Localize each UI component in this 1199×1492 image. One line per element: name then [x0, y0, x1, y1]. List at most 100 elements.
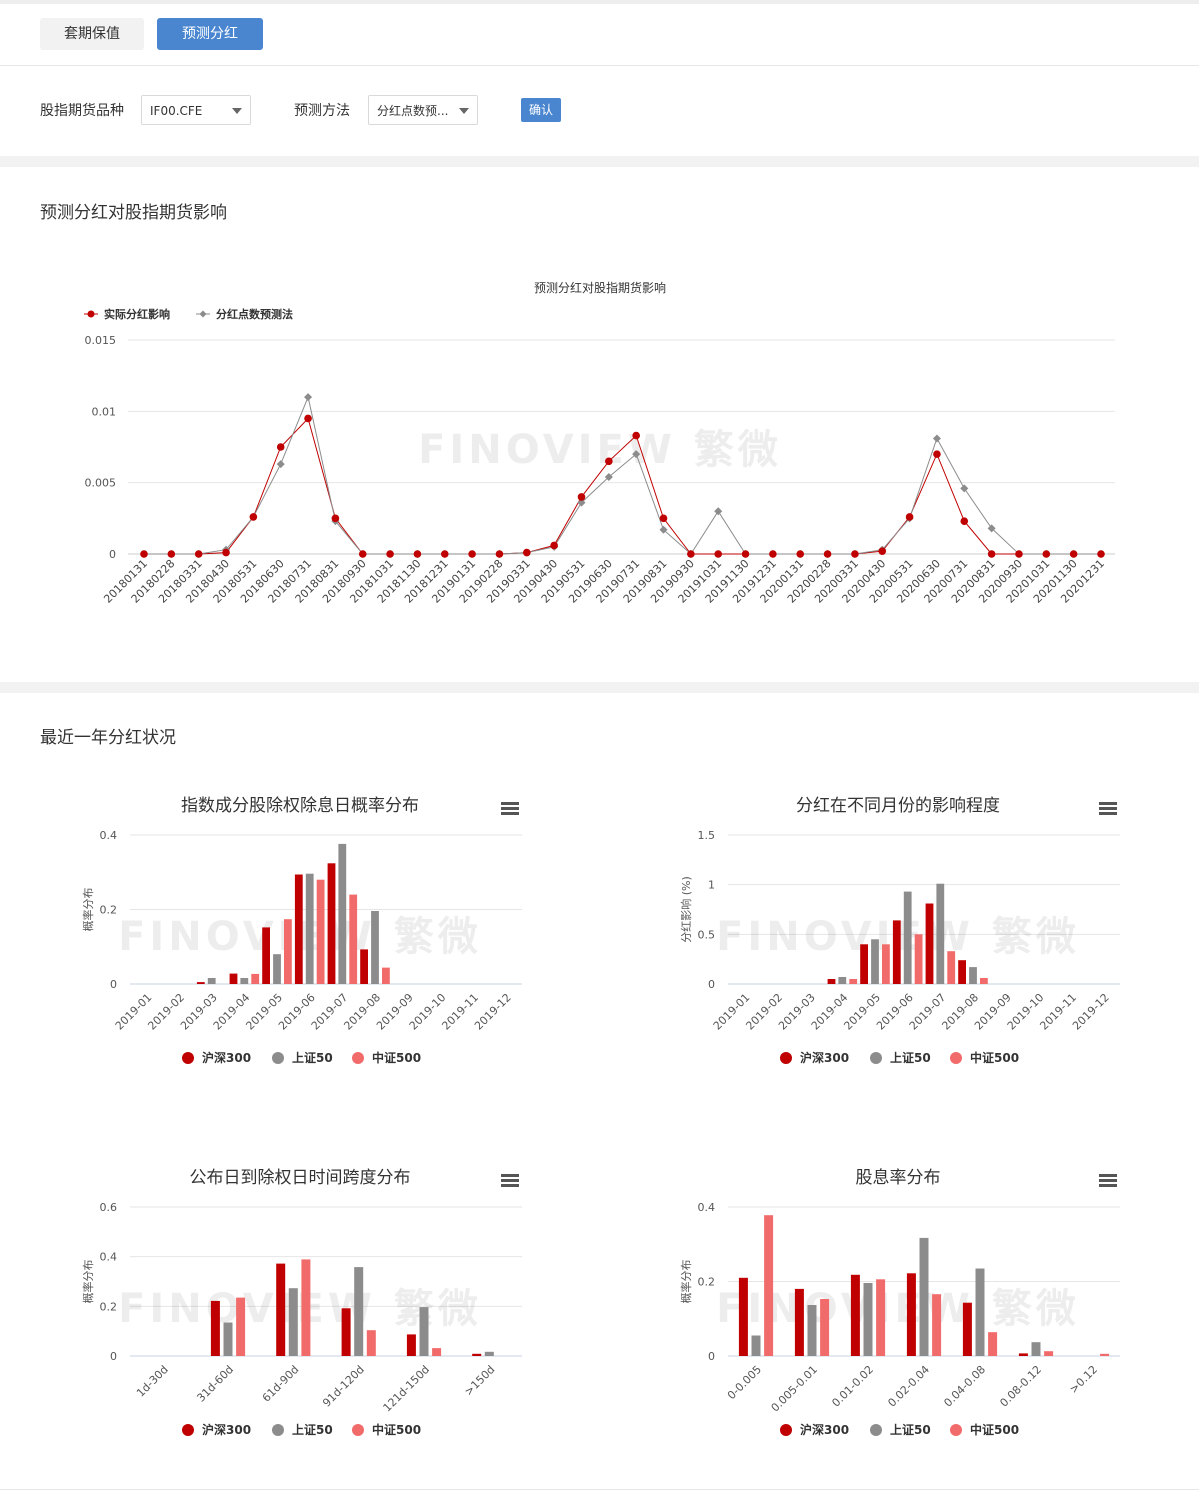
bar	[349, 894, 358, 984]
menu-icon-bar	[501, 812, 519, 815]
legend-label: 上证50	[292, 1050, 333, 1065]
legend-item-0[interactable]: 沪深300	[182, 1050, 251, 1065]
y-tick-label: 0.4	[100, 829, 118, 842]
legend-item-0[interactable]: 沪深300	[182, 1422, 251, 1437]
section-separator	[0, 156, 1199, 167]
legend-label: 沪深300	[800, 1050, 849, 1065]
menu-icon[interactable]	[501, 1174, 519, 1187]
data-point-forecast	[577, 498, 586, 507]
y-tick-label: 0	[110, 1350, 117, 1363]
bar	[360, 949, 368, 984]
bar	[849, 979, 858, 984]
tab-dividend-forecast[interactable]: 预测分红	[157, 18, 263, 50]
bar	[838, 977, 847, 984]
legend-marker	[780, 1424, 792, 1436]
bar	[807, 1305, 817, 1356]
data-point-forecast	[714, 507, 723, 516]
legend-item-1[interactable]: 上证50	[272, 1050, 333, 1065]
bar	[288, 1288, 298, 1356]
data-point-actual	[1015, 550, 1023, 558]
data-point-actual	[140, 550, 148, 558]
y-tick-label: 0	[708, 1350, 715, 1363]
legend-item-1[interactable]: 上证50	[272, 1422, 333, 1437]
section-separator	[0, 682, 1199, 693]
legend-label: 中证500	[970, 1050, 1019, 1065]
legend-label: 实际分红影响	[104, 307, 170, 321]
bar	[382, 967, 390, 984]
data-point-actual	[413, 550, 422, 558]
legend-marker	[950, 1424, 962, 1436]
y-tick-label: 1	[708, 879, 715, 892]
menu-icon-bar	[1099, 1179, 1117, 1182]
menu-icon-bar	[501, 807, 519, 810]
data-point-actual	[358, 550, 367, 558]
data-point-actual	[714, 550, 722, 558]
legend-item-1[interactable]: 上证50	[870, 1422, 931, 1437]
y-axis-label: 分红影响 (%)	[680, 876, 693, 943]
menu-icon-bar	[501, 1174, 519, 1177]
legend-item-2[interactable]: 中证500	[352, 1050, 421, 1065]
data-point-actual	[304, 414, 312, 423]
bar	[919, 1237, 929, 1356]
chart-title: 股息率分布	[856, 1168, 941, 1188]
x-tick-label: 0.04-0.08	[941, 1363, 988, 1410]
bar	[892, 920, 901, 984]
bar	[472, 1353, 482, 1356]
menu-icon-bar	[1099, 1184, 1117, 1187]
confirm-button[interactable]: 确认	[521, 98, 561, 122]
bar	[223, 1322, 233, 1356]
data-point-actual	[632, 431, 640, 440]
legend-marker	[780, 1052, 792, 1064]
bar	[751, 1335, 761, 1356]
legend-item-2[interactable]: 中证500	[950, 1422, 1019, 1437]
chart-title: 分红在不同月份的影响程度	[796, 796, 1000, 816]
bar	[882, 944, 890, 984]
legend-item-0[interactable]: 沪深300	[780, 1422, 849, 1437]
menu-icon[interactable]	[1099, 802, 1117, 815]
bar	[196, 982, 205, 984]
x-tick-label: 0.005-0.01	[769, 1363, 821, 1415]
y-tick-label: 1.5	[698, 829, 716, 842]
bar	[947, 951, 956, 984]
bar	[925, 903, 934, 984]
legend-item-2[interactable]: 中证500	[352, 1422, 421, 1437]
bar	[301, 1259, 311, 1356]
data-point-actual	[605, 457, 613, 466]
bar	[371, 911, 379, 984]
y-tick-label: 0.01	[92, 405, 117, 418]
legend-label: 沪深300	[800, 1422, 849, 1437]
bar	[738, 1277, 748, 1356]
bar	[327, 863, 336, 984]
bar	[210, 1300, 220, 1356]
variety-select[interactable]: IF00.CFE	[141, 95, 251, 125]
x-tick-label: 0.01-0.02	[829, 1363, 876, 1410]
tab-hedging[interactable]: 套期保值	[40, 18, 144, 50]
bar	[1044, 1351, 1054, 1356]
bar	[273, 954, 281, 984]
data-point-actual	[1069, 550, 1078, 558]
legend-item-1[interactable]: 上证50	[870, 1050, 931, 1065]
menu-icon[interactable]	[1099, 1174, 1117, 1187]
data-point-actual	[851, 550, 859, 558]
y-tick-label: 0	[110, 978, 117, 991]
menu-icon[interactable]	[501, 802, 519, 815]
legend-item-0[interactable]: 沪深300	[780, 1050, 849, 1065]
bar	[988, 1332, 998, 1356]
legend-marker-circle	[87, 310, 95, 318]
bar	[294, 874, 303, 984]
method-select[interactable]: 分红点数预...	[368, 95, 478, 125]
method-select-value: 分红点数预...	[377, 104, 449, 118]
x-tick-label: 31d-60d	[194, 1363, 236, 1405]
watermark-text: FINOVIEW 繁微	[716, 1286, 1080, 1332]
y-axis-label: 概率分布	[81, 1260, 95, 1304]
y-tick-label: 0.5	[698, 928, 716, 941]
data-point-actual	[769, 550, 777, 558]
legend-item-2[interactable]: 中证500	[950, 1050, 1019, 1065]
data-point-actual	[276, 443, 285, 451]
legend-marker	[950, 1052, 962, 1064]
data-point-forecast	[276, 460, 285, 469]
x-tick-label: 0-0.005	[725, 1363, 764, 1402]
x-tick-label: 2019-12	[1070, 991, 1112, 1033]
bar	[338, 843, 347, 984]
